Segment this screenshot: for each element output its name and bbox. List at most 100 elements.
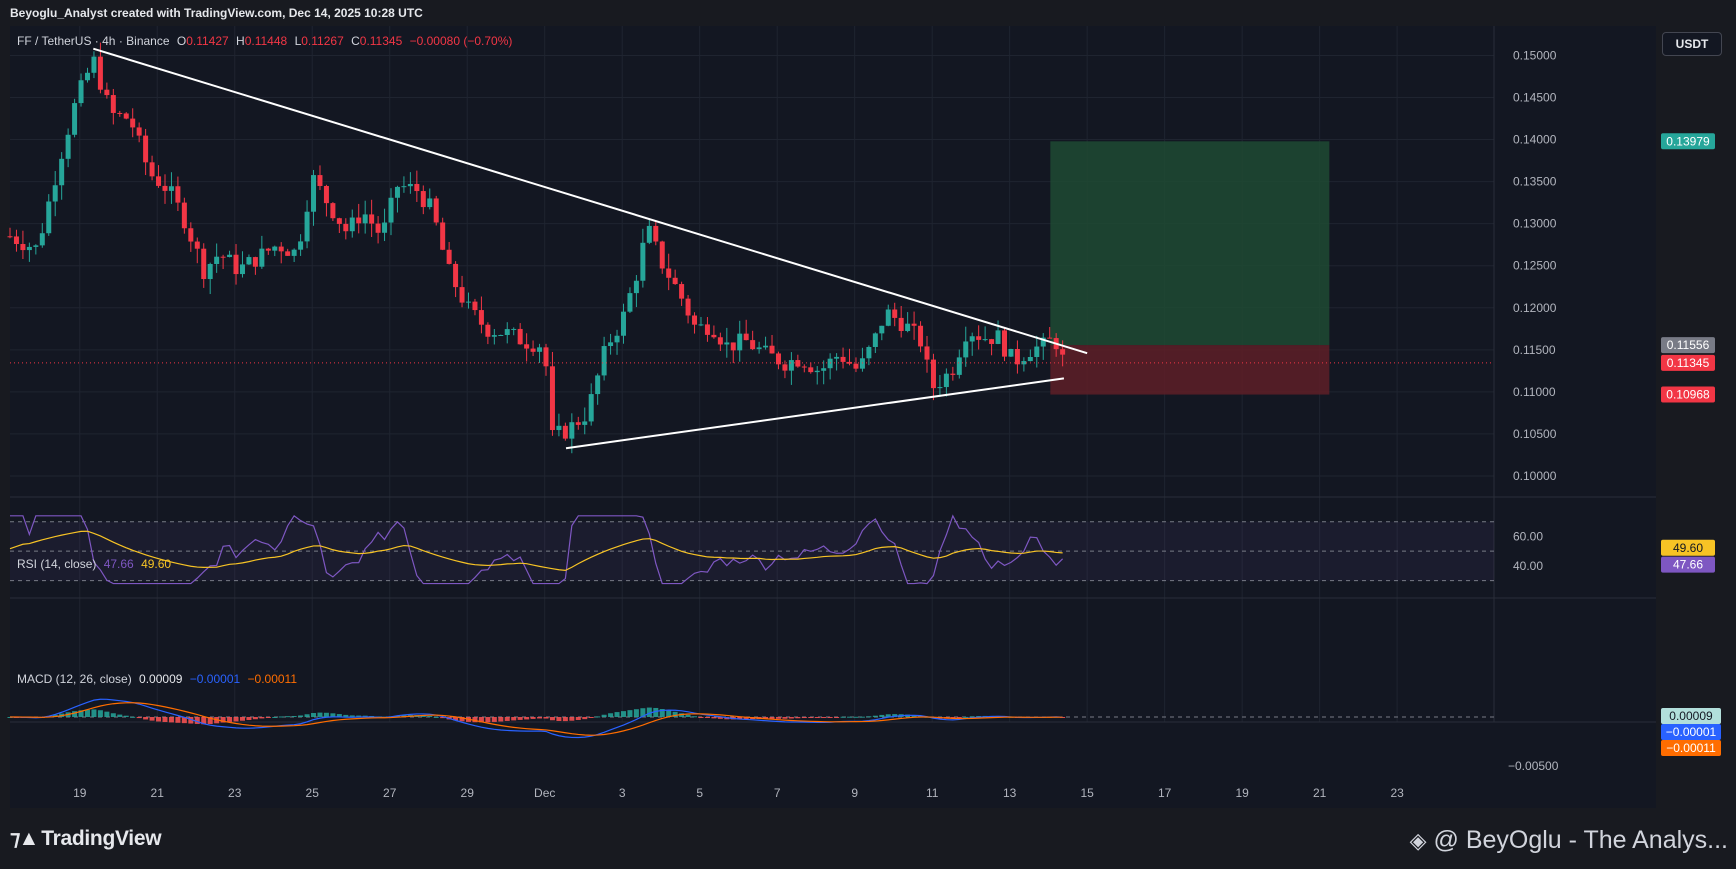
candle-body-47 (311, 175, 317, 212)
candle-body-121 (788, 360, 794, 371)
macd-hist-value: 0.00009 (139, 672, 183, 686)
candle-body-27 (181, 202, 187, 229)
candle-body-103 (672, 277, 678, 285)
candle-body-133 (866, 346, 872, 359)
macd-hist-bar-36 (239, 717, 245, 721)
candle-body-158 (1027, 357, 1033, 362)
trendline-1 (565, 377, 1065, 450)
price-label-1: 0.11556 (1667, 338, 1710, 352)
candle-body-45 (298, 241, 304, 250)
top-bar: Beyoglu_Analyst created with TradingView… (0, 0, 1736, 26)
candle-body-116 (756, 347, 762, 350)
macd-hist-bar-25 (168, 717, 174, 723)
candle-body-130 (847, 361, 853, 364)
macd-hist-bar-48 (317, 712, 323, 717)
candle-body-111 (724, 342, 730, 345)
macd-hist-bar-106 (692, 716, 698, 718)
candle-body-37 (246, 257, 252, 265)
brand-name: TradingView (41, 827, 162, 850)
candle-body-40 (265, 248, 271, 251)
macd-hist-bar-131 (853, 716, 859, 718)
macd-hist-bar-13 (91, 709, 97, 717)
price-legend: FF / TetherUS · 4h · Binance O0.11427 H0… (17, 34, 512, 48)
candle-body-84 (549, 366, 555, 431)
candle-body-41 (272, 246, 278, 251)
candle-body-21 (143, 135, 149, 163)
macd-legend[interactable]: MACD (12, 26, close) 0.00009 −0.00001 −0… (17, 672, 297, 686)
candle-body-77 (504, 329, 510, 336)
macd-hist-bar-163 (1060, 717, 1066, 718)
macd-hist-bar-147 (956, 717, 962, 718)
candle-body-150 (976, 336, 982, 340)
macd-hist-bar-44 (291, 716, 297, 718)
candle-body-5 (39, 233, 45, 246)
publish-line: Beyoglu_Analyst created with TradingView… (10, 6, 423, 20)
candle-body-60 (394, 186, 400, 198)
macd-hist-bar-114 (743, 717, 749, 720)
symbol-label[interactable]: FF / TetherUS · 4h · Binance (17, 34, 170, 48)
macd-line (9, 698, 1063, 739)
macd-hist-bar-84 (549, 717, 555, 721)
candle-body-149 (969, 336, 975, 342)
macd-label-2: −0.00011 (1666, 741, 1716, 755)
candle-body-89 (582, 421, 588, 425)
macd-hist-bar-103 (672, 711, 678, 717)
time-tick-14: 17 (1158, 786, 1172, 800)
time-tick-0: 19 (73, 786, 87, 800)
candle-body-144 (937, 387, 943, 389)
macd-hist-bar-127 (827, 717, 833, 718)
candle-body-1 (13, 236, 19, 245)
candle-body-33 (220, 256, 226, 258)
time-tick-2: 23 (228, 786, 242, 800)
candle-body-22 (149, 162, 155, 177)
grid (10, 26, 1656, 723)
macd-hist-bar-124 (808, 717, 814, 718)
macd-hist-bar-113 (737, 717, 743, 720)
candle-body-90 (588, 394, 594, 422)
macd-label: MACD (12, 26, close) (17, 672, 132, 686)
candle-body-23 (156, 176, 162, 186)
macd-hist-bar-125 (814, 717, 820, 718)
candle-body-114 (743, 333, 749, 341)
candle-body-71 (466, 301, 472, 303)
macd-hist-bar-118 (769, 717, 775, 719)
candle-body-12 (84, 72, 90, 81)
macd-hist-bar-34 (227, 717, 233, 722)
candle-body-9 (65, 134, 71, 159)
candle-body-109 (711, 334, 717, 338)
macd-hist-bar-10 (72, 711, 78, 717)
macd-hist-bar-98 (640, 708, 646, 717)
rsi-legend[interactable]: RSI (14, close) 47.66 49.60 (17, 557, 171, 571)
macd-hist-bar-61 (401, 715, 407, 717)
candle-body-129 (840, 356, 846, 362)
candle-body-42 (278, 246, 284, 252)
rsi-label: RSI (14, close) (17, 557, 97, 571)
macd-hist-bar-109 (711, 717, 717, 719)
macd-signal-value: −0.00011 (247, 672, 298, 686)
currency-button[interactable]: USDT (1662, 32, 1722, 56)
candle-body-0 (7, 236, 13, 238)
macd-hist-bar-64 (420, 715, 426, 717)
macd-hist-bar-119 (775, 717, 781, 719)
macd-hist-bar-149 (969, 716, 975, 718)
position-zones (1050, 141, 1330, 395)
tradingview-logo[interactable]: ⁊▲ TradingView (10, 826, 162, 851)
time-tick-8: 5 (696, 786, 703, 800)
macd-tick-0: −0.00500 (1508, 759, 1559, 773)
candle-body-10 (72, 103, 78, 135)
axes: 0.15000 0.14500 0.14000 0.13500 0.13000 0.125… (73, 48, 1715, 800)
macd-hist-bar-82 (537, 717, 543, 719)
macd-hist-bar-93 (608, 713, 614, 717)
candle-body-35 (233, 254, 239, 275)
macd-hist-bar-137 (892, 714, 898, 717)
macd-hist-bar-77 (504, 717, 510, 721)
macd-hist-bar-42 (278, 716, 284, 718)
macd-hist-bar-108 (704, 717, 710, 718)
macd-hist-bar-97 (633, 709, 639, 717)
low-label: L (294, 34, 302, 48)
candle-body-31 (207, 263, 213, 280)
candle-body-82 (537, 347, 543, 352)
candle-body-3 (26, 246, 32, 251)
macd-hist-bar-16 (110, 713, 116, 717)
